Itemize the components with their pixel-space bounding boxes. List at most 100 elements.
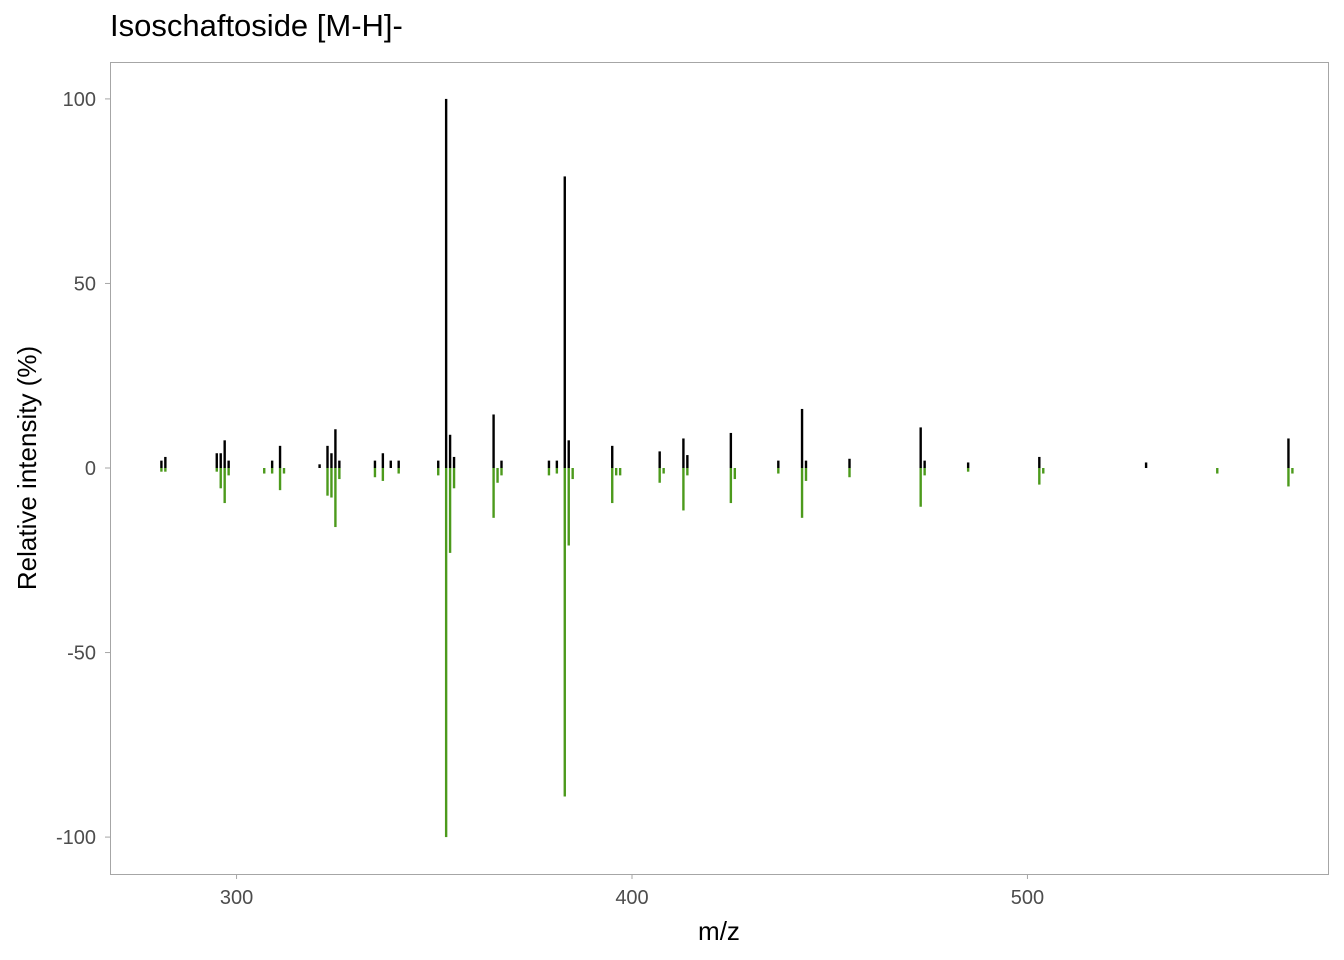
peak-down-bar-23: [500, 468, 503, 476]
peak-up-bar-36: [919, 427, 922, 468]
peak-down-bar-39: [800, 468, 804, 518]
peak-up-bar-26: [567, 440, 570, 468]
peak-up-bar-22: [500, 460, 503, 468]
peak-down-bar-6: [263, 468, 266, 474]
peak-down-bar-2: [215, 468, 218, 472]
peak-down-bar-48: [1287, 468, 1290, 487]
peak-up-bar-37: [923, 460, 926, 468]
peak-up-bar-16: [397, 460, 400, 468]
peak-down-bar-3: [219, 468, 222, 489]
peak-up-bar-12: [338, 460, 341, 468]
peak-up-bar-27: [611, 445, 614, 468]
peak-down-bar-18: [444, 468, 448, 838]
peak-up-bar-30: [686, 455, 689, 468]
peak-up-bar-38: [966, 462, 970, 468]
peak-down-bar-19: [448, 468, 452, 553]
peak-up-bar-24: [555, 460, 559, 468]
bars-layer: [160, 98, 1294, 838]
y-tick-label-4: -100: [56, 827, 96, 849]
peak-down-bar-43: [923, 468, 926, 476]
peak-down-bar-11: [330, 468, 333, 498]
peak-down-bar-4: [223, 468, 226, 504]
peak-up-bar-31: [729, 432, 733, 468]
peak-up-bar-41: [1287, 438, 1290, 468]
y-tick-label-1: 50: [74, 273, 96, 295]
peak-up-bar-35: [848, 458, 851, 468]
peak-up-bar-13: [373, 460, 377, 468]
x-axis-label: m/z: [698, 916, 740, 946]
peak-down-bar-35: [686, 468, 689, 476]
y-tick-label-3: -50: [67, 643, 96, 665]
peak-down-bar-29: [611, 468, 614, 504]
peak-up-bar-14: [381, 453, 385, 468]
peak-down-bar-49: [1291, 468, 1294, 474]
peak-down-bar-16: [397, 468, 400, 474]
x-tick-label-1: 400: [615, 887, 648, 909]
peak-down-bar-17: [437, 468, 440, 476]
peak-down-bar-9: [282, 468, 286, 474]
peak-up-bar-18: [444, 98, 448, 468]
peak-down-bar-32: [658, 468, 661, 483]
y-tick-label-0: 100: [63, 89, 96, 111]
peak-up-bar-34: [804, 460, 808, 468]
peak-down-bar-28: [571, 468, 574, 480]
peak-down-bar-13: [338, 468, 341, 480]
peak-up-bar-3: [219, 453, 222, 468]
peak-down-bar-34: [682, 468, 685, 511]
peak-up-bar-2: [215, 453, 218, 468]
peak-down-bar-44: [966, 468, 970, 472]
x-axis: 300 400 500: [220, 874, 1044, 909]
peak-down-bar-1: [164, 468, 167, 472]
peak-up-bar-19: [448, 434, 452, 468]
peak-up-bar-25: [563, 176, 566, 469]
peak-up-bar-15: [389, 460, 392, 468]
y-axis: 100 50 0 -50 -100: [56, 89, 110, 849]
peak-down-bar-22: [496, 468, 499, 483]
peak-up-bar-40: [1144, 462, 1148, 468]
peak-down-bar-5: [227, 468, 230, 476]
peak-up-bar-33: [800, 408, 804, 468]
peak-down-bar-20: [452, 468, 456, 489]
peak-up-bar-4: [223, 440, 226, 468]
y-tick-label-2: 0: [85, 458, 96, 480]
peak-up-bar-28: [658, 451, 661, 468]
peak-down-bar-45: [1038, 468, 1041, 485]
peak-up-bar-39: [1038, 456, 1041, 468]
peak-down-bar-14: [373, 468, 377, 478]
peak-up-bar-29: [682, 438, 685, 468]
peak-down-bar-30: [614, 468, 618, 476]
chart-title: Isoschaftoside [M-H]-: [110, 8, 403, 43]
peak-down-bar-7: [270, 468, 274, 474]
peak-up-bar-0: [160, 460, 163, 468]
peak-up-bar-7: [278, 445, 282, 468]
peak-down-bar-8: [278, 468, 282, 491]
peak-down-bar-12: [334, 468, 337, 528]
peak-up-bar-11: [334, 429, 337, 468]
peak-down-bar-24: [547, 468, 551, 476]
peak-down-bar-41: [848, 468, 851, 478]
panel-border: [110, 62, 1329, 875]
peak-up-bar-9: [326, 445, 329, 468]
peak-up-bar-23: [547, 460, 551, 468]
peak-up-bar-8: [318, 464, 321, 468]
peak-down-bar-27: [567, 468, 570, 546]
peak-up-bar-32: [777, 460, 780, 468]
peak-down-bar-33: [662, 468, 665, 474]
peak-down-bar-38: [777, 468, 780, 474]
peak-up-bar-21: [492, 414, 495, 468]
peak-down-bar-42: [919, 468, 922, 507]
peak-down-bar-47: [1216, 468, 1219, 474]
peak-down-bar-15: [381, 468, 385, 481]
peak-up-bar-6: [270, 460, 274, 468]
peak-down-bar-21: [492, 468, 495, 518]
peak-down-bar-36: [729, 468, 733, 504]
peak-down-bar-26: [563, 468, 566, 797]
peak-up-bar-1: [164, 456, 167, 468]
peak-up-bar-17: [437, 460, 440, 468]
peak-down-bar-46: [1042, 468, 1045, 474]
peak-up-bar-20: [452, 456, 456, 468]
peak-down-bar-31: [618, 468, 622, 476]
peak-down-bar-40: [804, 468, 808, 481]
peak-down-bar-0: [160, 468, 163, 472]
